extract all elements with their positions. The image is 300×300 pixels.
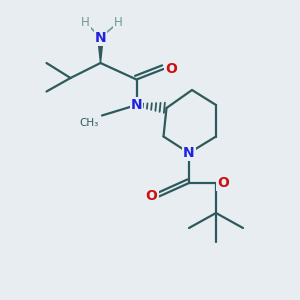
Text: O: O xyxy=(146,190,158,203)
Text: O: O xyxy=(218,176,230,190)
Text: N: N xyxy=(183,146,195,160)
Text: CH₃: CH₃ xyxy=(80,118,99,128)
Text: N: N xyxy=(131,98,142,112)
Polygon shape xyxy=(98,38,103,63)
Text: H: H xyxy=(81,16,90,29)
Text: H: H xyxy=(114,16,123,29)
Text: N: N xyxy=(95,31,106,44)
Text: O: O xyxy=(165,62,177,76)
